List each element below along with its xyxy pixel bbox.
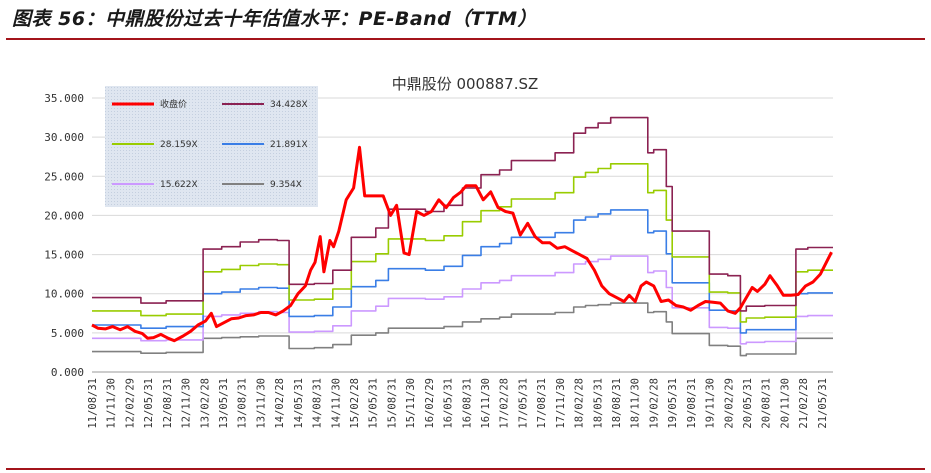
y-tick-label: 20.000 xyxy=(44,209,84,222)
x-tick-label: 19/08/31 xyxy=(686,378,698,429)
y-tick-label: 30.000 xyxy=(44,131,84,144)
x-tick-label: 18/11/30 xyxy=(630,378,642,429)
x-tick-label: 15/02/28 xyxy=(349,378,361,429)
x-tick-label: 16/05/31 xyxy=(443,378,455,429)
bottom-rule xyxy=(6,468,925,470)
x-tick-label: 19/02/28 xyxy=(648,378,660,429)
x-tick-label: 19/11/30 xyxy=(705,378,717,429)
x-tick-label: 14/08/31 xyxy=(312,378,324,429)
x-tick-label: 14/05/31 xyxy=(293,378,305,429)
x-tick-label: 16/11/30 xyxy=(480,378,492,429)
x-tick-label: 20/11/30 xyxy=(779,378,791,429)
legend-label: 9.354X xyxy=(270,180,302,190)
figure-title: 图表 56：中鼎股份过去十年估值水平：PE-Band（TTM） xyxy=(12,8,538,30)
legend-label: 15.622X xyxy=(160,180,198,190)
legend-box xyxy=(105,86,318,207)
legend-background xyxy=(105,86,318,207)
x-tick-label: 11/08/31 xyxy=(87,378,99,429)
title-rule xyxy=(6,38,925,40)
x-tick-label: 12/02/29 xyxy=(124,378,136,429)
x-axis-ticks: 11/08/31 11/11/30 12/02/29 12/05/31 12/08/31… xyxy=(87,378,829,429)
y-tick-label: 25.000 xyxy=(44,170,84,183)
series-lines xyxy=(91,116,833,357)
x-tick-label: 11/11/30 xyxy=(106,378,118,429)
x-tick-label: 17/11/30 xyxy=(555,378,567,429)
legend: 收盘价 34.428X 28.159X 21.891X 15.622X 9.354X xyxy=(112,98,308,190)
legend-label: 28.159X xyxy=(160,140,198,150)
x-tick-label: 17/08/31 xyxy=(536,378,548,429)
legend-label: 21.891X xyxy=(270,140,308,150)
legend-label: 收盘价 xyxy=(160,98,187,110)
series-line-5 xyxy=(92,302,833,357)
x-tick-label: 16/02/29 xyxy=(424,378,436,429)
x-tick-label: 15/11/30 xyxy=(405,378,417,429)
y-tick-label: 0.000 xyxy=(51,366,84,379)
x-tick-label: 13/05/31 xyxy=(218,378,230,429)
x-tick-label: 16/08/31 xyxy=(461,378,473,429)
series-line-3 xyxy=(92,209,833,334)
x-tick-label: 12/05/31 xyxy=(143,378,155,429)
x-tick-label: 18/05/31 xyxy=(592,378,604,429)
x-tick-label: 12/08/31 xyxy=(162,378,174,429)
x-tick-label: 12/11/30 xyxy=(181,378,193,429)
series-line-1 xyxy=(92,116,833,312)
x-tick-label: 13/08/31 xyxy=(237,378,249,429)
x-tick-label: 20/05/31 xyxy=(742,378,754,429)
x-tick-label: 14/11/30 xyxy=(330,378,342,429)
y-tick-label: 35.000 xyxy=(44,92,84,105)
x-tick-label: 17/02/28 xyxy=(499,378,511,429)
y-tick-label: 5.000 xyxy=(51,327,84,340)
x-tick-label: 21/02/28 xyxy=(798,378,810,429)
y-tick-label: 10.000 xyxy=(44,288,84,301)
x-tick-label: 15/05/31 xyxy=(368,378,380,429)
x-tick-label: 17/05/31 xyxy=(517,378,529,429)
chart-title: 中鼎股份 000887.SZ xyxy=(392,75,539,93)
y-axis-ticks: 35.000 30.000 25.000 20.000 15.000 10.000 5.00… xyxy=(44,92,84,379)
x-tick-label: 18/08/31 xyxy=(611,378,623,429)
series-line-0 xyxy=(91,145,833,343)
x-tick-label: 13/02/28 xyxy=(199,378,211,429)
legend-label: 34.428X xyxy=(270,100,308,110)
x-tick-label: 14/02/28 xyxy=(274,378,286,429)
x-tick-label: 21/05/31 xyxy=(817,378,829,429)
x-tick-label: 20/08/31 xyxy=(761,378,773,429)
x-tick-label: 19/05/31 xyxy=(667,378,679,429)
x-tick-label: 18/02/28 xyxy=(574,378,586,429)
x-tick-label: 13/11/30 xyxy=(255,378,267,429)
x-tick-label: 20/02/29 xyxy=(723,378,735,429)
y-tick-label: 15.000 xyxy=(44,249,84,262)
x-tick-label: 15/08/31 xyxy=(386,378,398,429)
